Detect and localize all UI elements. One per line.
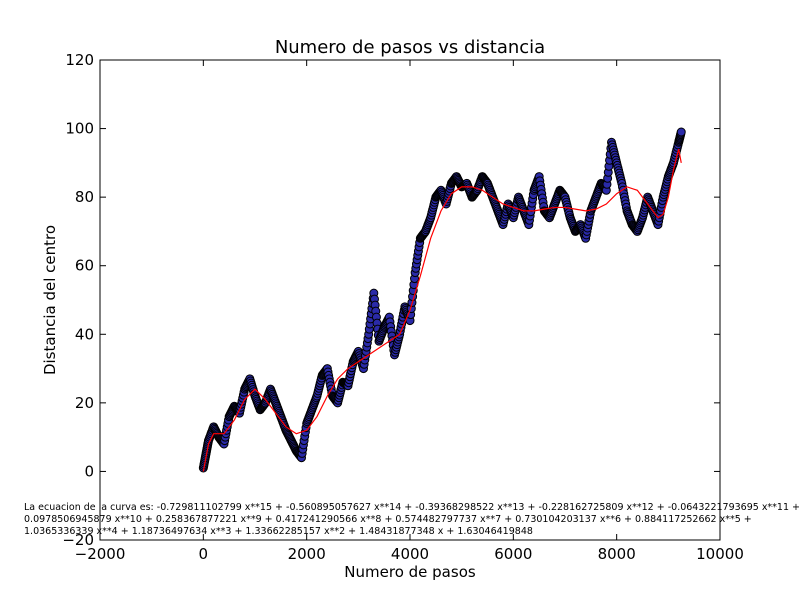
y-tick-label: 120 [65,51,94,69]
y-tick-label: 0 [84,462,94,480]
equation-annotation: La ecuacion de la curva es: -0.729811102… [24,502,800,537]
fit-curve-line [202,148,682,472]
x-tick-label: 6000 [494,545,532,563]
x-tick-label: 2000 [288,545,326,563]
x-tick-label: 10000 [696,545,744,563]
x-axis-label: Numero de pasos [344,563,476,581]
y-tick-label: 20 [75,394,94,412]
y-tick-label: 100 [65,120,94,138]
scatter-series [198,127,686,473]
y-tick-label: 40 [75,325,94,343]
x-tick-label: 8000 [598,545,636,563]
plot-marks [198,127,686,473]
equation-line-2: 0.0978506945879 x**10 + 0.258367877221 x… [24,514,752,525]
y-tick-label: −20 [62,531,94,549]
axis-ticks: −2000 0 2000 4000 6000 8000 10000 −20 0 20 40 60 80 1… [62,51,744,563]
x-tick-label: 4000 [391,545,429,563]
data-point [676,127,686,137]
chart-title: Numero de pasos vs distancia [275,37,545,58]
equation-line-1: La ecuacion de la curva es: -0.729811102… [24,502,800,513]
equation-line-3: 1.0365336339 x**4 + 1.18736497634 x**3 +… [24,526,533,537]
x-tick-label: 0 [199,545,209,563]
x-tick-label: −2000 [75,545,126,563]
y-tick-label: 80 [75,188,94,206]
y-axis-label: Distancia del centro [41,225,59,375]
y-tick-label: 60 [75,257,94,275]
